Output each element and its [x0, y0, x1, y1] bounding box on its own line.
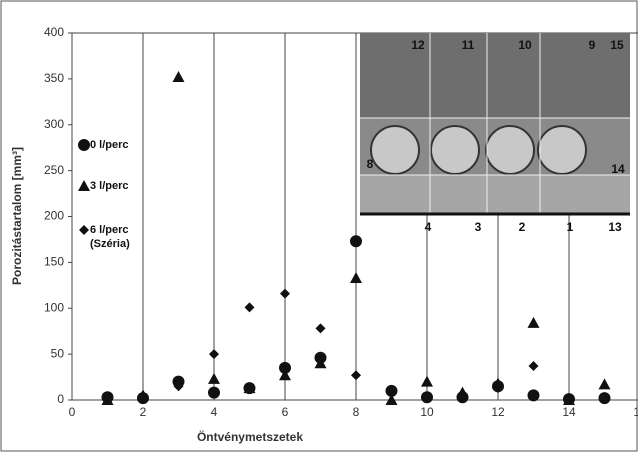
marker: [563, 394, 575, 405]
legend-marker: [79, 225, 89, 235]
legend-label: 6 l/perc (Széria): [90, 224, 130, 250]
photo-cylinder: [370, 125, 420, 175]
marker: [351, 370, 361, 381]
marker: [492, 377, 504, 389]
y-tick-label: 0: [57, 392, 64, 406]
inset-label: 15: [610, 38, 624, 52]
photo-cylinder: [485, 125, 535, 175]
x-tick-label: 6: [282, 405, 289, 419]
marker: [598, 392, 611, 405]
legend-marker: [78, 139, 90, 151]
inset-label: 14: [611, 162, 625, 176]
marker: [244, 302, 255, 313]
marker: [457, 390, 468, 401]
y-tick-label: 200: [44, 209, 64, 223]
marker: [385, 384, 398, 397]
inset-label: 4: [425, 220, 432, 234]
legend-label: 3 l/perc: [90, 180, 129, 192]
marker: [493, 383, 503, 394]
x-tick-label: 12: [491, 405, 505, 419]
marker: [527, 316, 540, 328]
x-tick-label: 2: [140, 405, 147, 419]
y-tick-label: 350: [44, 71, 64, 85]
inset-label: 10: [518, 38, 532, 52]
inset-label: 12: [411, 38, 425, 52]
legend-label: 0 l/perc: [90, 139, 129, 151]
marker: [315, 323, 326, 334]
marker: [172, 71, 185, 83]
marker: [421, 375, 433, 387]
y-tick-label: 250: [44, 163, 64, 177]
x-axis-title: Öntvénymetszetek: [197, 429, 303, 444]
y-tick-label: 50: [51, 346, 65, 360]
marker: [598, 378, 611, 390]
marker: [102, 395, 113, 405]
x-tick-label: 10: [420, 405, 434, 419]
photo-cylinder: [537, 125, 587, 175]
marker: [350, 271, 362, 283]
x-tick-label: 14: [562, 405, 576, 419]
marker: [527, 389, 540, 402]
marker: [173, 381, 184, 392]
inset-label: 9: [589, 38, 596, 52]
marker: [279, 361, 291, 374]
y-tick-label: 100: [44, 300, 64, 314]
legend-marker: [78, 180, 90, 191]
y-tick-label: 400: [44, 25, 64, 39]
marker: [421, 391, 433, 404]
photo-cylinder: [430, 125, 480, 175]
inset-label: 8: [367, 157, 374, 171]
marker: [208, 372, 220, 384]
marker: [243, 382, 256, 394]
inset-label: 2: [519, 220, 526, 234]
marker: [528, 361, 539, 372]
inset-label: 11: [462, 38, 475, 52]
y-axis-title: Porozitástartalom [mm³]: [10, 147, 24, 285]
x-tick-label: 0: [69, 405, 76, 419]
marker: [209, 349, 219, 360]
marker: [138, 392, 148, 403]
photo-band: [360, 175, 630, 215]
marker: [279, 369, 291, 381]
marker: [385, 394, 398, 405]
inset-label: 1: [567, 220, 574, 234]
photo-band: [360, 33, 630, 118]
marker: [280, 288, 290, 299]
marker: [208, 386, 220, 399]
x-tick-label: 4: [211, 405, 218, 419]
marker: [350, 235, 362, 248]
y-tick-label: 300: [44, 117, 64, 131]
inset-label: 13: [608, 220, 622, 234]
x-tick-label: 8: [353, 405, 360, 419]
inset-label: 3: [475, 220, 482, 234]
marker: [314, 357, 327, 369]
y-tick-label: 150: [44, 255, 64, 269]
x-tick-label: 16: [633, 405, 638, 419]
